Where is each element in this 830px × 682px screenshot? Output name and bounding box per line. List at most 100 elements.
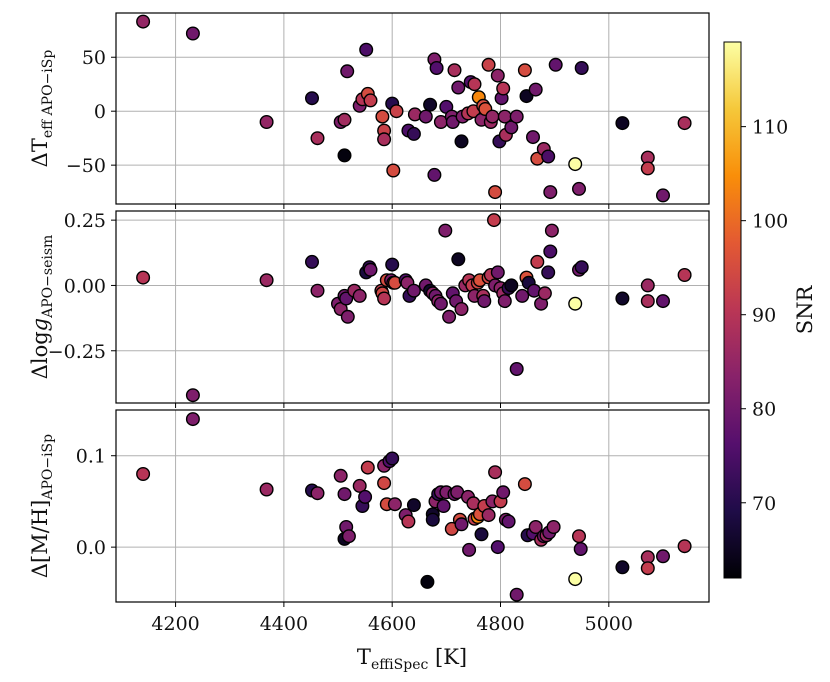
data-point [640,278,655,293]
data-point [360,460,375,475]
x-axis-label: TeffiSpec [K] [357,645,467,673]
data-point [488,465,503,480]
y-tick-label: 0.0 [76,537,106,559]
data-point [543,185,558,200]
data-point [340,309,355,324]
data-point [497,294,512,309]
data-point [310,283,325,298]
data-point [530,254,545,269]
colorbar-tick-label: 100 [752,211,788,233]
data-point [677,116,692,131]
y-axis-label: ΔTeff APO−iSp [28,50,56,168]
y-tick-label: 0 [94,101,106,123]
data-point [656,549,671,564]
data-point [451,252,466,267]
data-point [477,294,492,309]
panel-frame [115,210,710,404]
data-point [352,478,367,493]
data-point [568,157,583,172]
colorbar-tick-label: 90 [752,305,776,327]
y-axis-label: Δ[M/H]APO−iSp [28,434,56,578]
data-point [425,512,440,527]
data-point [474,527,489,542]
data-point [488,185,503,200]
data-point [528,82,543,97]
data-point [333,468,348,483]
data-point [615,116,630,131]
colorbar-gradient [723,41,742,579]
data-point [481,57,496,72]
data-point [546,520,561,535]
data-point [454,517,469,532]
data-point [528,520,543,535]
data-point [656,294,671,309]
panel-frame [115,12,710,205]
data-point [640,561,655,576]
data-point [543,244,558,259]
data-point [185,388,200,403]
data-point [572,181,587,196]
data-point [363,262,378,277]
colorbar-label: SNR [793,285,817,335]
data-point [427,167,442,182]
panel-2: −0.25 0.00 0.25 ΔloggAPO−seism [28,210,710,408]
data-point [136,14,151,29]
data-point [496,485,511,500]
y-tick-label: 0.25 [64,210,106,232]
data-point [377,291,392,306]
data-point [504,120,519,135]
data-point [485,109,500,124]
data-point [423,97,438,112]
x-tick-label: 4200 [151,613,199,635]
data-point [454,134,469,149]
data-point [185,26,200,41]
data-point [568,296,583,311]
y-tick-label: 0.00 [64,275,106,297]
data-point [433,296,448,311]
x-tick-label: 4800 [476,613,524,635]
data-point [490,540,505,555]
data-point [337,112,352,127]
data-point [436,499,451,514]
colorbar-tick-label: 80 [752,399,776,421]
data-point [454,302,469,317]
data-point [574,260,589,275]
data-point [337,148,352,163]
data-point [352,288,367,303]
data-point [447,63,462,78]
data-point [310,131,325,146]
data-point [136,270,151,285]
data-point [490,68,505,83]
data-point [544,223,559,238]
panel-3: 0.0 0.1 Δ[M/H]APO−iSp [28,409,710,607]
panel-frame [115,409,710,603]
data-point [387,497,402,512]
data-point [385,451,400,466]
data-point [517,477,532,492]
data-point [305,91,320,106]
data-point [568,572,583,587]
data-point [438,223,453,238]
data-point [259,114,274,129]
data-point [341,529,356,544]
data-point [656,188,671,203]
data-point [640,294,655,309]
data-point [451,80,466,95]
data-point [509,587,524,602]
y-tick-label: −50 [66,155,106,177]
y-tick-label: 0.1 [76,446,106,468]
data-point [517,63,532,78]
y-tick-label: 50 [82,47,106,69]
data-point [487,213,502,228]
data-point [377,132,392,147]
data-point [515,288,530,303]
y-axis-label: ΔloggAPO−seism [28,235,56,380]
data-point [259,273,274,288]
data-point [406,498,421,513]
data-point [573,542,588,557]
data-point [572,529,587,544]
data-point [401,514,416,529]
data-point [677,539,692,554]
data-point [429,61,444,76]
